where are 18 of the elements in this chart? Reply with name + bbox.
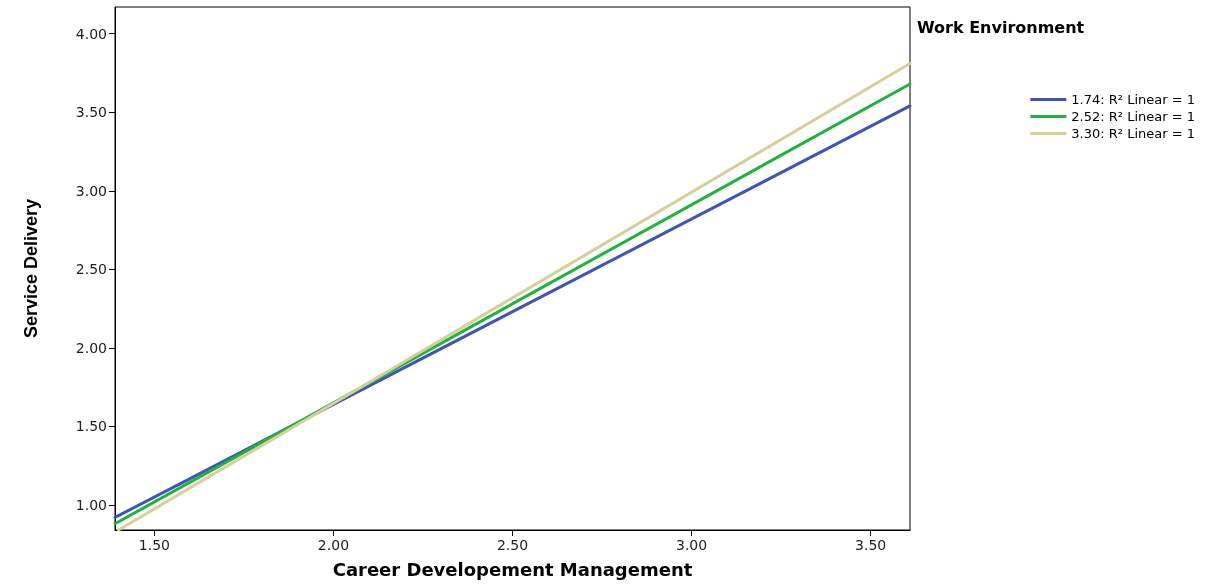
x-axis-title: Career Developement Management (332, 558, 693, 580)
legend-title: Work Environment (917, 17, 1085, 37)
x-tick-label: 3.50 (855, 537, 887, 553)
x-tick-label: 2.00 (317, 537, 350, 553)
y-tick-label: 2.50 (75, 261, 107, 278)
y-tick-label: 4.00 (75, 25, 107, 42)
y-tick-label: 2.00 (75, 339, 107, 356)
legend-label: 2.52: R² Linear = 1 (1071, 109, 1196, 124)
legend-label: 3.30: R² Linear = 1 (1071, 126, 1196, 141)
y-tick-label: 1.50 (75, 418, 107, 435)
y-tick-label: 1.00 (75, 496, 107, 513)
y-axis-title: Service Delivery (21, 198, 41, 339)
y-tick-label: 3.00 (75, 182, 107, 199)
y-tick-label: 3.50 (75, 104, 107, 121)
x-tick-label: 3.00 (675, 537, 708, 553)
x-tick-label: 2.50 (496, 537, 529, 553)
x-tick-label: 1.50 (138, 537, 170, 553)
legend-label: 1.74: R² Linear = 1 (1071, 92, 1196, 107)
